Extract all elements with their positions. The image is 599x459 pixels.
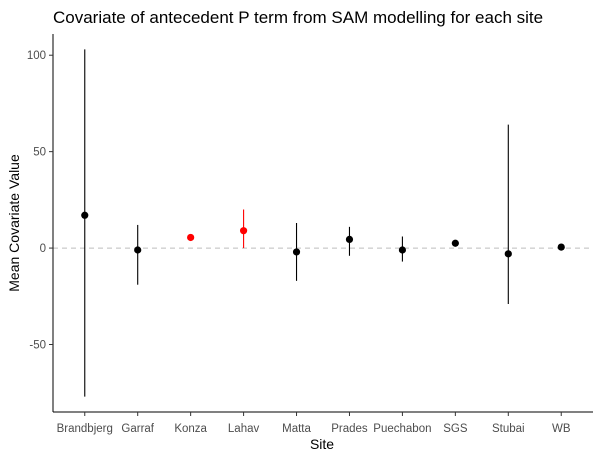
mean-point	[292, 248, 301, 256]
mean-point	[451, 239, 459, 247]
x-tick-label: SGS	[443, 423, 468, 435]
x-tick-label: Puechabon	[373, 423, 431, 435]
x-tick-label: WB	[552, 423, 571, 435]
mean-point	[398, 246, 407, 254]
plot-area: -50 0 50 100 Brandbjerg Garraf Konza Lahav Matt…	[27, 34, 593, 435]
y-tick-label: 50	[33, 147, 46, 159]
x-tick-label: Brandbjerg	[57, 423, 113, 435]
x-axis-ticks: Brandbjerg Garraf Konza Lahav Matta Prades Pue…	[57, 412, 571, 435]
y-tick-label: -50	[29, 340, 46, 352]
x-tick-label: Garraf	[121, 423, 154, 435]
x-tick-label: Stubai	[492, 423, 525, 435]
mean-point	[187, 233, 195, 242]
mean-point	[345, 235, 354, 243]
mean-point	[239, 227, 248, 235]
x-tick-label: Lahav	[228, 423, 260, 435]
y-tick-label: 100	[27, 50, 46, 62]
y-tick-label: 0	[40, 243, 46, 255]
x-axis-label: Site	[310, 436, 334, 452]
mean-point	[134, 246, 142, 254]
mean-point	[81, 211, 89, 219]
y-axis-label: Mean Covariate Value	[6, 154, 22, 292]
x-tick-label: Prades	[331, 423, 368, 435]
chart-title: Covariate of antecedent P term from SAM …	[53, 8, 543, 27]
mean-point	[504, 250, 512, 258]
data-marks	[81, 49, 565, 397]
x-tick-label: Matta	[282, 423, 311, 435]
y-axis-ticks: -50 0 50 100	[27, 50, 53, 352]
x-tick-label: Konza	[174, 423, 207, 435]
mean-point	[557, 243, 565, 251]
